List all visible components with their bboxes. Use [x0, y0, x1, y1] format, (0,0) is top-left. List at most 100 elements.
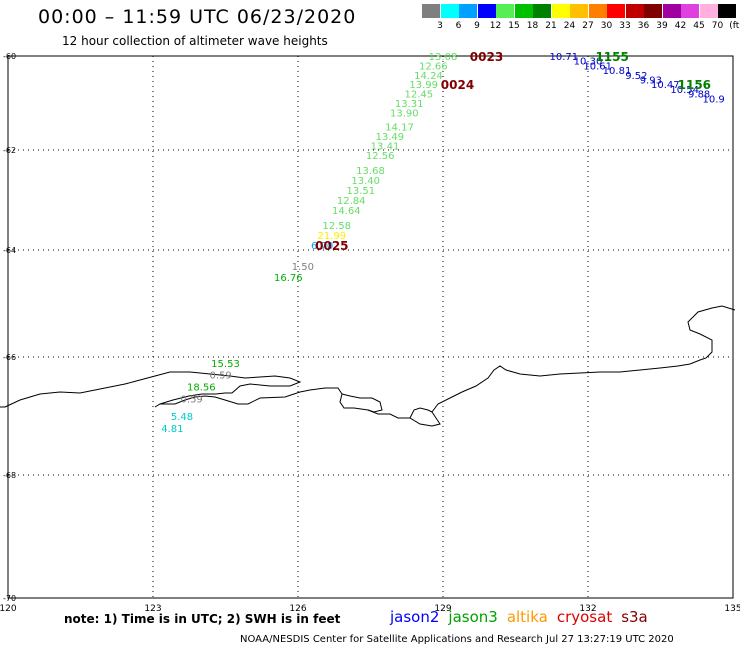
scale-label: 9: [474, 21, 480, 31]
swh-value-label: 0.59: [181, 394, 203, 405]
scale-swatch: [496, 4, 514, 18]
swh-value-label: 21.99: [318, 231, 347, 242]
pass-times: 0023 0024 0025 1155 1156: [315, 50, 711, 253]
scale-label: 27: [582, 21, 594, 31]
longitude-label: 135: [724, 604, 740, 614]
swh-value-label: 10.30: [574, 57, 603, 68]
swh-value-label: 13.49: [376, 132, 405, 143]
swh-value-label: 1.50: [292, 262, 314, 273]
scale-label: (ft): [729, 21, 740, 31]
swh-value-label: 10.9: [703, 94, 725, 105]
swh-value-label: 10.47: [651, 80, 680, 91]
scale-swatch: [551, 4, 570, 18]
pass-time-label: 0025: [315, 239, 348, 253]
scale-swatch: [718, 4, 736, 18]
swh-value-label: 16.76: [274, 273, 303, 284]
latitude-label: -68: [3, 471, 16, 480]
scale-label: 30: [600, 21, 613, 31]
scale-label: 42: [674, 21, 687, 31]
swh-value-label: 13.99: [409, 80, 438, 91]
satellite-legend-item: altika: [506, 608, 548, 626]
satellite-legend-item: jason3: [448, 608, 498, 626]
longitude-label: 126: [289, 604, 306, 614]
coastline-inlet: [341, 393, 433, 419]
swh-value-label: 14.24: [414, 71, 443, 82]
scale-label: 70: [711, 21, 724, 31]
footnote: note: 1) Time is in UTC; 2) SWH is in fe…: [64, 612, 341, 626]
longitude-label: 132: [579, 604, 596, 614]
scale-swatch: [607, 4, 625, 18]
swh-value-label: 13.51: [347, 186, 376, 197]
scale-swatch: [459, 4, 477, 18]
swh-value-label: 18.56: [187, 383, 216, 394]
satellite-legend-item: s3a: [621, 608, 648, 626]
swh-value-label: 13.08: [429, 52, 458, 63]
swh-value-label: 13.90: [390, 108, 419, 119]
swh-value-label: 5.48: [171, 412, 193, 423]
swh-value-label: 12.58: [322, 221, 351, 232]
swh-value-label: 13.68: [356, 166, 385, 177]
scale-label: 33: [619, 21, 631, 31]
latitude-label: -60: [3, 52, 16, 61]
scale-label: 39: [656, 21, 668, 31]
swh-value-label: 0.59: [210, 371, 232, 382]
scale-label: 6: [455, 21, 462, 31]
scale-swatch: [477, 4, 496, 18]
scale-swatch: [570, 4, 588, 18]
latitude-label: -70: [3, 594, 16, 603]
map-subtitle: 12 hour collection of altimeter wave hei…: [62, 34, 328, 48]
swh-value-label: 12.66: [419, 61, 448, 72]
scale-swatch: [533, 4, 551, 18]
scale-label: 12: [489, 21, 502, 31]
scale-label: 21: [545, 21, 557, 31]
swh-value-label: 14.17: [385, 123, 414, 134]
swh-value-label: 4.81: [161, 424, 183, 435]
map-frame: [7, 55, 734, 599]
scale-swatch: [440, 4, 459, 18]
antarctic-coastline: [0, 305, 736, 427]
swh-value-label: 10.81: [603, 66, 632, 77]
satellite-legend: jason2 jason3 altika cryosat s3a: [390, 608, 657, 626]
swh-value-label: 13.41: [371, 141, 400, 152]
longitude-label: 120: [0, 604, 17, 614]
scale-label: 45: [693, 21, 705, 31]
scale-label: 36: [637, 21, 650, 31]
swh-value-label: 6.70: [311, 241, 333, 252]
swh-value-label: 9.52: [625, 71, 647, 82]
swh-value-label: 13.31: [395, 99, 424, 110]
map-title: 00:00 – 11:59 UTC 06/23/2020: [38, 6, 357, 28]
scale-swatch: [662, 4, 681, 18]
swh-value-label: 9.88: [688, 90, 710, 101]
swh-value-label: 13.40: [351, 176, 380, 187]
satellite-legend-item: cryosat: [556, 608, 613, 626]
longitude-label: 123: [144, 604, 161, 614]
scale-label: 24: [563, 21, 576, 31]
latitude-label: -66: [3, 353, 16, 362]
pass-time-label: 0023: [470, 50, 503, 64]
scale-swatch: [422, 4, 440, 18]
latitude-label: -62: [3, 146, 16, 155]
scale-swatch: [625, 4, 644, 18]
longitude-label: 129: [434, 604, 451, 614]
swh-value-label: 15.53: [211, 359, 240, 370]
scale-swatch: [644, 4, 662, 18]
scale-label: 18: [526, 21, 539, 31]
pass-time-label: 1155: [595, 50, 628, 64]
scale-swatch: [588, 4, 607, 18]
swh-value-label: 12.84: [337, 196, 366, 207]
credit-line: NOAA/NESDIS Center for Satellite Applica…: [240, 634, 674, 645]
satellite-legend-item: jason2: [390, 608, 440, 626]
swh-value-label: 12.45: [405, 90, 434, 101]
latitude-label: -64: [3, 246, 16, 255]
swh-value-label: 12.56: [366, 151, 395, 162]
pass-time-label: 0024: [441, 78, 474, 92]
scale-swatch: [699, 4, 718, 18]
swh-value-label: 10.71: [550, 52, 579, 63]
scale-swatch: [681, 4, 699, 18]
swh-value-label: 9.93: [640, 76, 662, 87]
scale-label: 3: [437, 21, 443, 31]
